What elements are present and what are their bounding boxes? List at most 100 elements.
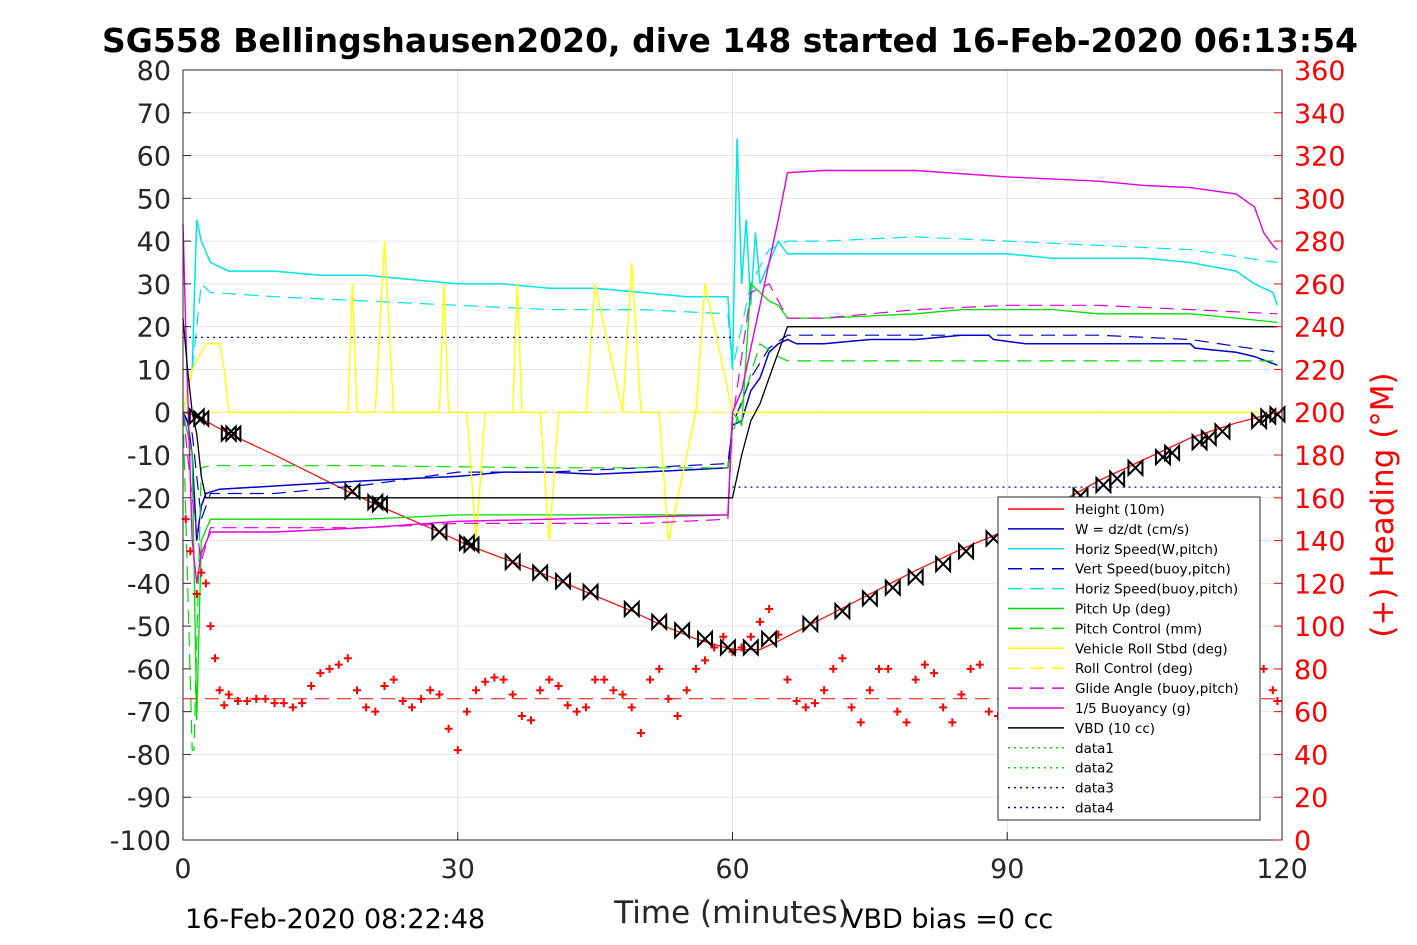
heading-point — [211, 654, 220, 663]
x-tick-label: 60 — [715, 854, 749, 885]
series-horiz_buoy — [182, 236, 1278, 413]
heading-point — [201, 579, 210, 588]
legend-label: 1/5 Buoyancy (g) — [1075, 701, 1191, 717]
heading-point — [984, 707, 993, 716]
heading-point — [810, 699, 819, 708]
depth-marker — [884, 578, 901, 598]
heading-point — [499, 675, 508, 684]
heading-point — [838, 654, 847, 663]
y-tick-label-right: 240 — [1294, 313, 1346, 344]
heading-point — [298, 699, 307, 708]
y-tick-label-right: 100 — [1294, 612, 1346, 643]
legend-label: W = dz/dt (cm/s) — [1075, 522, 1189, 538]
y-tick-label-left: 10 — [137, 355, 171, 386]
heading-point — [197, 568, 206, 577]
heading-point — [682, 686, 691, 695]
series-pitch — [182, 282, 1278, 721]
heading-point — [243, 696, 252, 705]
y-tick-label-left: -30 — [127, 527, 171, 558]
depth-marker — [861, 588, 878, 608]
heading-point — [627, 703, 636, 712]
heading-point — [417, 694, 426, 703]
heading-point — [884, 664, 893, 673]
heading-point — [591, 675, 600, 684]
heading-point — [581, 703, 590, 712]
heading-point — [820, 686, 829, 695]
heading-point — [472, 686, 481, 695]
depth-marker — [719, 638, 736, 657]
heading-point — [1259, 664, 1268, 673]
depth-marker — [674, 620, 691, 640]
heading-point — [389, 675, 398, 684]
depth-marker — [555, 571, 572, 591]
depth-marker — [623, 599, 640, 619]
heading-point — [902, 718, 911, 727]
heading-point — [270, 699, 279, 708]
depth-marker — [582, 582, 599, 602]
depth-marker — [367, 492, 384, 512]
y-tick-label-left: -90 — [127, 783, 171, 814]
depth-marker — [225, 424, 242, 444]
chart-title: SG558 Bellingshausen2020, dive 148 start… — [102, 21, 1358, 60]
heading-point — [407, 703, 416, 712]
heading-point — [746, 632, 755, 641]
heading-point — [765, 605, 774, 613]
y-tick-label-right: 300 — [1294, 184, 1346, 215]
y-tick-label-left: -80 — [127, 740, 171, 771]
y-tick-label-right: 140 — [1294, 527, 1346, 558]
heading-point — [801, 703, 810, 712]
heading-point — [353, 686, 362, 695]
y-tick-label-right: 20 — [1294, 783, 1328, 814]
heading-point — [865, 686, 874, 695]
y-tick-label-right: 280 — [1294, 227, 1346, 258]
heading-point — [673, 711, 682, 720]
depth-marker — [463, 535, 480, 555]
y-tick-label-right: 340 — [1294, 99, 1346, 130]
heading-point — [224, 690, 233, 699]
y-tick-label-right: 180 — [1294, 441, 1346, 472]
y-tick-label-left: -10 — [127, 441, 171, 472]
heading-point — [893, 707, 902, 716]
legend-label: Glide Angle (buoy,pitch) — [1075, 681, 1239, 697]
depth-marker — [958, 541, 975, 561]
heading-point — [536, 686, 545, 695]
legend-label: data4 — [1075, 801, 1114, 817]
y-tick-label-right: 320 — [1294, 142, 1346, 173]
depth-marker — [802, 614, 819, 634]
series-w — [182, 334, 1278, 541]
depth-marker — [1164, 443, 1181, 463]
y-tick-label-left: -40 — [127, 569, 171, 600]
y-tick-label-right: 40 — [1294, 740, 1328, 771]
heading-point — [618, 690, 627, 699]
legend-label: Pitch Up (deg) — [1075, 602, 1171, 618]
y-tick-label-right: 0 — [1294, 826, 1311, 857]
depth-marker — [193, 409, 210, 429]
heading-point — [252, 694, 261, 703]
heading-point — [206, 622, 215, 631]
x-tick-label: 0 — [174, 854, 191, 885]
legend-label: Vehicle Roll Stbd (deg) — [1075, 641, 1228, 657]
legend-label: Roll Control (deg) — [1075, 661, 1193, 677]
heading-point — [563, 701, 572, 710]
heading-point — [462, 707, 471, 716]
heading-point — [1273, 696, 1282, 705]
heading-point — [572, 707, 581, 716]
footer-vbd-bias: VBD bias =0 cc — [845, 904, 1053, 935]
heading-point — [380, 682, 389, 690]
y-tick-label-left: 60 — [137, 142, 171, 173]
depth-marker — [188, 407, 205, 426]
y-tick-label-left: 50 — [137, 184, 171, 215]
heading-point — [948, 718, 957, 727]
heading-point — [600, 675, 609, 684]
depth-marker — [834, 601, 851, 621]
y-tick-label-left: 0 — [154, 398, 171, 429]
heading-point — [307, 682, 316, 690]
y-tick-label-left: 40 — [137, 227, 171, 258]
legend-label: Horiz Speed(buoy,pitch) — [1075, 582, 1238, 598]
depth-marker — [1214, 422, 1231, 441]
heading-point — [691, 664, 700, 673]
y-tick-label-right: 60 — [1294, 698, 1328, 729]
depth-marker — [697, 629, 714, 649]
legend: Height (10m) W = dz/dt (cm/s) Horiz Speed(… — [997, 496, 1261, 821]
y-axis-left: 80 70 60 50 40 30 20 10 0 -10 -20 -30 -40 -50 -60 -70 -8… — [110, 56, 191, 857]
